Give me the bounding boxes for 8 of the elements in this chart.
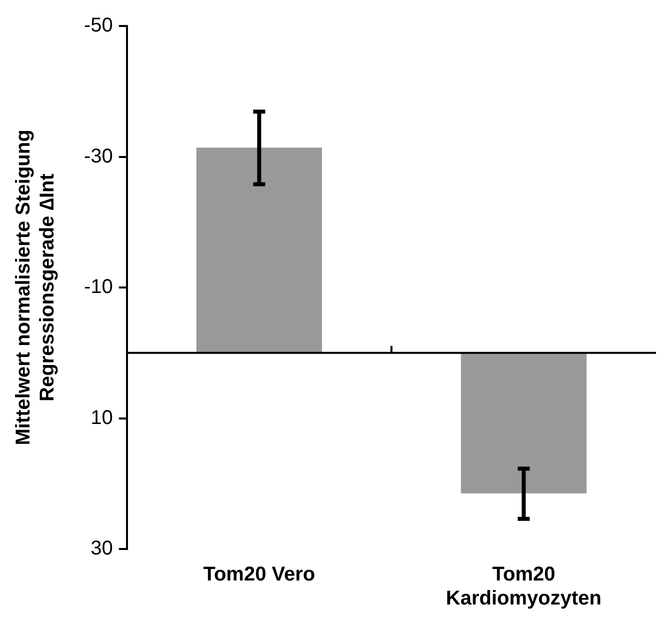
y-tick-label: -10: [84, 276, 113, 298]
y-axis-title: Mittelwert normalisierte Steigung Regressionsgerade ∆Int: [12, 130, 59, 446]
x-tick-label: Tom20 Vero: [203, 564, 316, 586]
x-tick-label: Tom20 Kardiomyozyten: [446, 564, 602, 610]
y-tick-label: 10: [90, 406, 113, 429]
y-tick-label: 30: [90, 538, 113, 560]
y-tick-label: -50: [84, 14, 113, 37]
y-tick-label: -30: [84, 145, 113, 168]
